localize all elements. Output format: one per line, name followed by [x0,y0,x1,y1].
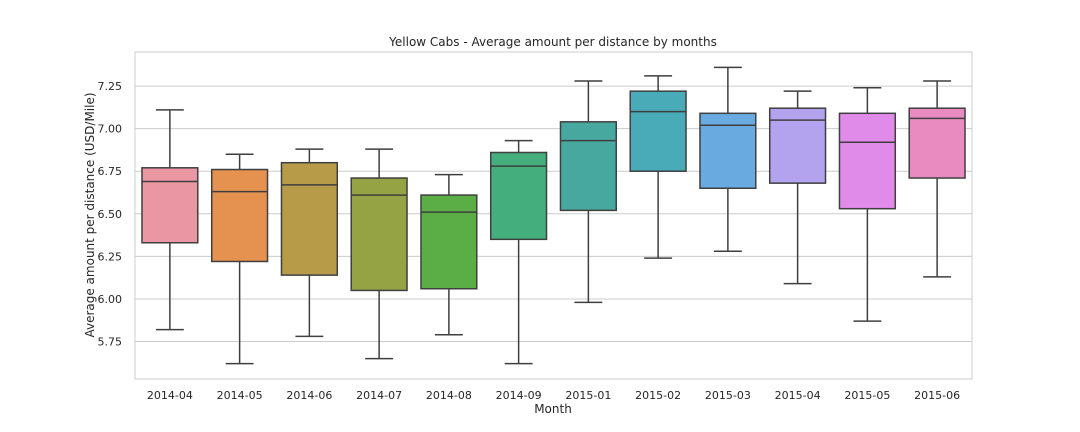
box-2015-02 [629,75,687,259]
x-tick-label: 2015-04 [775,389,821,402]
y-tick-label: 6.50 [98,208,123,221]
x-tick-label: 2015-06 [914,389,960,402]
iqr-box [629,90,687,172]
x-tick-label: 2014-07 [356,389,402,402]
x-tick-label: 2014-04 [147,389,193,402]
iqr-box [210,168,269,263]
y-tick-label: 5.75 [98,336,123,349]
boxes [141,66,966,365]
y-tick-label: 7.25 [98,80,123,93]
x-tick-label: 2014-08 [426,389,472,402]
iqr-box [280,161,339,276]
box-2015-01 [559,80,618,304]
y-tick-label: 6.00 [98,293,123,306]
iqr-box [559,121,618,212]
iqr-box [350,177,408,292]
box-2014-07 [350,148,408,360]
y-axis-ticks: 5.75 6.00 6.25 6.50 6.75 7.00 7.25 [98,80,123,348]
box-2014-09 [489,139,548,365]
x-tick-label: 2015-02 [635,389,681,402]
box-2014-08 [420,173,478,336]
y-tick-label: 6.75 [98,165,123,178]
plot-area [134,51,973,380]
gridlines [135,85,972,343]
box-2014-05 [210,153,269,365]
box-2015-03 [699,66,757,253]
y-axis-label: Average amount per distance (USD/Mile) [83,92,97,337]
box-2014-04 [141,109,199,331]
iqr-box [908,107,966,179]
iqr-box [420,194,478,290]
x-tick-label: 2015-01 [565,389,611,402]
box-2015-04 [768,90,827,285]
x-tick-label: 2014-09 [496,389,542,402]
iqr-box [141,167,199,244]
x-tick-label: 2014-06 [286,389,332,402]
chart-title: Yellow Cabs - Average amount per distanc… [388,35,717,49]
y-tick-label: 7.00 [98,123,123,136]
box-2015-05 [838,87,897,322]
box-2014-06 [280,148,339,338]
y-tick-label: 6.25 [98,250,123,263]
x-axis-label: Month [534,402,572,416]
x-tick-label: 2015-05 [844,389,890,402]
x-axis-ticks: 2014-04 2014-05 2014-06 2014-07 2014-08 2014-… [147,389,960,402]
iqr-box [838,112,897,210]
x-tick-label: 2014-05 [217,389,263,402]
box-2015-06 [908,80,966,278]
iqr-box [489,151,548,241]
x-tick-label: 2015-03 [705,389,751,402]
